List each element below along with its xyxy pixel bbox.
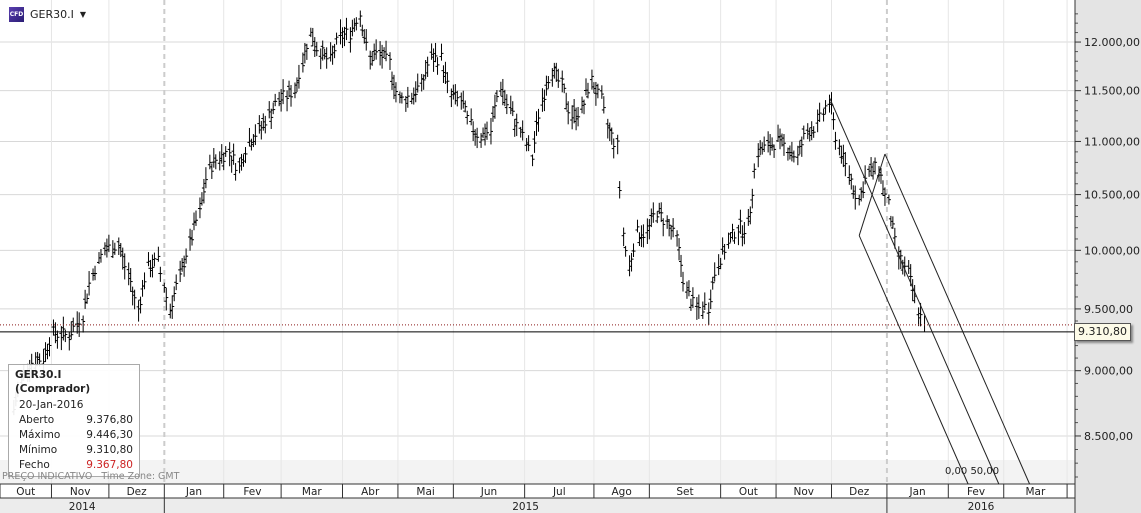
label: Fecho [19, 459, 50, 471]
month-label: Fev [967, 486, 985, 498]
year-row [0, 498, 1075, 513]
ohlc-info-box: GER30.I (Comprador) 20-Jan-2016 Aberto 9.… [8, 364, 140, 477]
month-label: Fev [243, 486, 261, 498]
month-label: Nov [70, 486, 91, 498]
year-label: 2015 [512, 501, 539, 513]
value: 9.310,80 [86, 444, 133, 456]
y-tick-label: 10.000,00 [1084, 244, 1140, 257]
month-label: Mai [416, 486, 434, 498]
year-label: 2016 [968, 501, 995, 513]
chart-footer: PREÇO INDICATIVO Time Zone: GMT [2, 471, 179, 482]
symbol-selector[interactable]: CFD GER30.I ▼ [9, 7, 86, 22]
month-label: Jan [185, 486, 202, 498]
y-tick-label: 8.500,00 [1084, 430, 1133, 443]
month-label: Jul [552, 486, 566, 498]
month-label: Dez [849, 486, 870, 498]
pitchfork-line-2 [884, 153, 1031, 485]
year-label: 2014 [69, 501, 96, 513]
label: Mínimo [19, 444, 58, 456]
footer-band [0, 460, 1075, 484]
info-title: GER30.I (Comprador) [15, 369, 91, 395]
timezone: Time Zone: GMT [101, 471, 180, 482]
info-row-low: Mínimo 9.310,80 [15, 443, 133, 458]
pitchfork-line-0 [829, 97, 1000, 485]
cfd-logo-icon: CFD [9, 7, 24, 22]
info-date-value: 20-Jan-2016 [19, 399, 84, 411]
y-tick-label: 9.000,00 [1084, 365, 1133, 378]
value: 9.367,80 [86, 459, 133, 471]
value: 9.376,80 [86, 414, 133, 426]
price-axis-panel [1075, 0, 1141, 513]
value: 9.446,30 [86, 429, 133, 441]
month-label: Nov [794, 486, 815, 498]
current-price-tag: 9.310,80 [1074, 322, 1131, 341]
y-tick-label: 11.500,00 [1084, 85, 1140, 98]
month-label: Ago [611, 486, 631, 498]
info-row-open: Aberto 9.376,80 [15, 413, 133, 428]
month-label: Out [16, 486, 35, 498]
y-tick-label: 9.500,00 [1084, 303, 1133, 316]
month-label: Out [739, 486, 758, 498]
month-label: Jan [909, 486, 926, 498]
pitchfork-line-1 [858, 235, 969, 485]
month-label: Mar [1025, 486, 1045, 498]
symbol-label: GER30.I [30, 8, 74, 21]
price-note: PREÇO INDICATIVO [2, 471, 93, 482]
fib-labels: 0,00 50,00 [945, 466, 1000, 477]
label: Máximo [19, 429, 61, 441]
month-label: Set [676, 486, 693, 498]
y-tick-label: 12.000,00 [1084, 36, 1140, 49]
info-row-close: Fecho 9.367,80 [15, 458, 133, 473]
info-row-high: Máximo 9.446,30 [15, 428, 133, 443]
month-label: Dez [127, 486, 148, 498]
month-label: Mar [302, 486, 322, 498]
month-label: Jun [480, 486, 497, 498]
info-date: 20-Jan-2016 [15, 398, 133, 413]
y-tick-label: 10.500,00 [1084, 189, 1140, 202]
y-tick-label: 11.000,00 [1084, 135, 1140, 148]
dropdown-arrow-icon[interactable]: ▼ [79, 10, 87, 19]
label: Aberto [19, 414, 55, 426]
month-label: Abr [361, 486, 380, 498]
